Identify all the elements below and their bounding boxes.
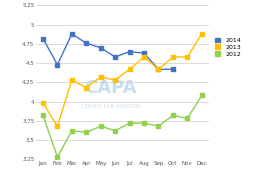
Text: CENTRE FOR AVIATION: CENTRE FOR AVIATION	[81, 104, 140, 109]
Text: CAPA: CAPA	[84, 79, 136, 98]
Legend: 2014, 2013, 2012: 2014, 2013, 2012	[214, 36, 242, 58]
